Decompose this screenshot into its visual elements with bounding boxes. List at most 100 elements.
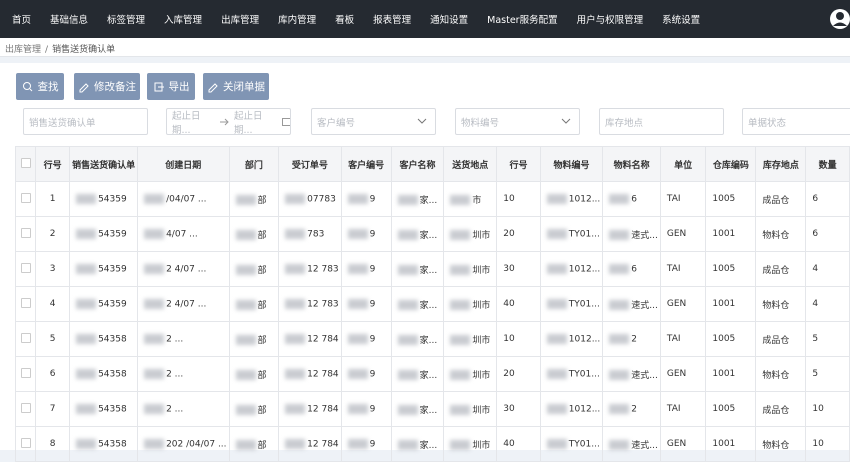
checkbox[interactable]: [20, 297, 31, 308]
column-header[interactable]: 受订单号: [278, 146, 342, 182]
checkbox[interactable]: [20, 332, 31, 343]
table-row[interactable]: 4 54359 2 4/07 ... 部 12 783 9 家... 圳市 40 TY01... 速…: [14, 286, 850, 322]
redaction: [450, 300, 471, 310]
redaction: [397, 195, 418, 205]
filter-select[interactable]: 物料编号: [455, 108, 580, 135]
data-table: 行号 销售送货确认单 创建日期 部门 受订单号 客户编号 客户名称 送货地点 行号 物料编号 物料名…: [14, 146, 850, 462]
column-header[interactable]: 创建日期: [137, 146, 230, 182]
column-header[interactable]: 销售送货确认单: [69, 146, 139, 182]
checkbox[interactable]: [20, 192, 31, 203]
filter-input[interactable]: 单据状态: [742, 108, 850, 135]
cell: 12 783: [278, 251, 342, 287]
cell-text: 4: [812, 299, 819, 309]
column-header[interactable]: 物料编号: [539, 146, 604, 182]
placeholder: 起止日期...: [172, 110, 201, 136]
cell: 1005: [705, 391, 757, 427]
nav-item[interactable]: 基础信息: [50, 15, 89, 26]
column-header[interactable]: 行号: [496, 146, 541, 182]
cell-text: 10: [812, 439, 824, 449]
table-row[interactable]: 7 54358 2 ... 部 12 784 9 家... 圳市 30 1012... 2 TAI 10…: [14, 391, 850, 427]
cell: TY01...: [539, 426, 604, 462]
table-head: 行号 销售送货确认单 创建日期 部门 受订单号 客户编号 客户名称 送货地点 行号 物料编号 物料名…: [14, 146, 850, 182]
cell: 40: [496, 286, 541, 322]
table-row[interactable]: 5 54358 2 ... 部 12 784 9 家... 圳市 10 1012... 2 TAI 10…: [14, 321, 850, 357]
nav-item[interactable]: 首页: [12, 15, 32, 26]
table-row[interactable]: 6 54358 2 ... 部 12 784 9 家... 圳市 20 TY01... 速式... G…: [14, 356, 850, 392]
cell-text: 783: [307, 229, 325, 240]
cell: 54359: [69, 216, 139, 252]
content-panel: 查找 修改备注 导出 关闭单据 销售送货确认单 起止日期... 起止日期... 客户编号 物料编…: [0, 63, 850, 462]
checkbox[interactable]: [20, 367, 31, 378]
toolbar-button[interactable]: 查找: [16, 73, 64, 100]
column-header[interactable]: 仓库编码: [705, 146, 757, 182]
checkbox[interactable]: [20, 402, 31, 413]
checkbox[interactable]: [20, 437, 31, 448]
column-header[interactable]: 库存地点: [755, 146, 807, 182]
nav-item[interactable]: 入库管理: [164, 15, 203, 26]
cell: 9: [340, 251, 392, 287]
nav-item[interactable]: 出库管理: [221, 15, 260, 26]
cell-text: 1001: [712, 369, 736, 379]
redaction: [144, 193, 165, 204]
column-header[interactable]: 数量: [805, 146, 850, 182]
checkbox[interactable]: [20, 157, 31, 168]
nav-item[interactable]: 标签管理: [107, 15, 146, 26]
table-row[interactable]: 3 54359 2 4/07 ... 部 12 783 9 家... 圳市 30 1012... 6…: [14, 251, 850, 287]
cell-text: 54358: [98, 439, 127, 450]
placeholder: 起止日期...: [233, 110, 263, 136]
redaction: [609, 370, 630, 380]
cell: TAI: [659, 321, 707, 357]
nav-item[interactable]: Master服务配置: [487, 15, 558, 26]
column-header[interactable]: 部门: [228, 146, 280, 182]
filter-input[interactable]: 库存地点: [599, 108, 724, 135]
row-select: [14, 251, 37, 287]
cell: 速式...: [602, 426, 661, 462]
redaction: [450, 230, 471, 240]
column-header[interactable]: 物料名称: [602, 146, 661, 182]
redaction: [609, 263, 630, 274]
cell-text: 家...: [419, 265, 438, 276]
cell: 1012...: [539, 321, 604, 357]
nav-item[interactable]: 报表管理: [373, 15, 412, 26]
cell: TAI: [659, 391, 707, 427]
nav-item[interactable]: 系统设置: [662, 15, 701, 26]
redaction: [609, 403, 630, 414]
cell: 2: [602, 391, 661, 427]
column-header[interactable]: 行号: [35, 146, 71, 182]
cell: 圳市: [443, 251, 498, 287]
nav-item[interactable]: 通知设置: [430, 15, 469, 26]
redaction: [450, 405, 471, 415]
filter-input[interactable]: 销售送货确认单: [23, 108, 148, 135]
toolbar-button[interactable]: 关闭单据: [203, 73, 269, 100]
date-range[interactable]: 起止日期... 起止日期...: [166, 108, 291, 136]
checkbox[interactable]: [20, 227, 31, 238]
checkbox[interactable]: [20, 262, 31, 273]
row-select: [14, 356, 37, 392]
column-header[interactable]: 客户名称: [390, 146, 445, 182]
filter-select[interactable]: 客户编号: [311, 108, 436, 135]
select-all: [14, 146, 37, 182]
cell: 6: [35, 356, 71, 392]
column-header[interactable]: 客户编号: [340, 146, 392, 182]
redaction: [235, 440, 256, 450]
nav-item[interactable]: 库内管理: [278, 15, 317, 26]
cell-text: 速式...: [631, 230, 658, 241]
toolbar-button[interactable]: 导出: [147, 73, 195, 100]
table-row[interactable]: 8 54358 202 /04/07 ... 部 12 784 9 家... 圳市 40 TY01…: [14, 426, 850, 462]
nav-item[interactable]: 看板: [335, 15, 355, 26]
cell-text: 12 784: [307, 369, 339, 380]
cell: 部: [228, 356, 280, 392]
breadcrumb-item[interactable]: 出库管理: [5, 45, 42, 55]
toolbar-button[interactable]: 修改备注: [74, 73, 140, 100]
column-header[interactable]: 单位: [659, 146, 707, 182]
cell: 1005: [705, 251, 757, 287]
column-header[interactable]: 送货地点: [443, 146, 498, 182]
cell: 6: [602, 251, 661, 287]
redaction: [285, 263, 306, 274]
table-row[interactable]: 1 54359/04/07 ... 部 07783 9 家... 市 10 1012... 6 TA…: [14, 181, 850, 217]
cell: 成品仓: [755, 321, 807, 357]
avatar[interactable]: [828, 7, 850, 31]
nav-item[interactable]: 用户与权限管理: [576, 15, 644, 26]
table-row[interactable]: 2 54359 4/07 ... 部 783 9 家... 圳市 20 TY01... 速式... G…: [14, 216, 850, 252]
